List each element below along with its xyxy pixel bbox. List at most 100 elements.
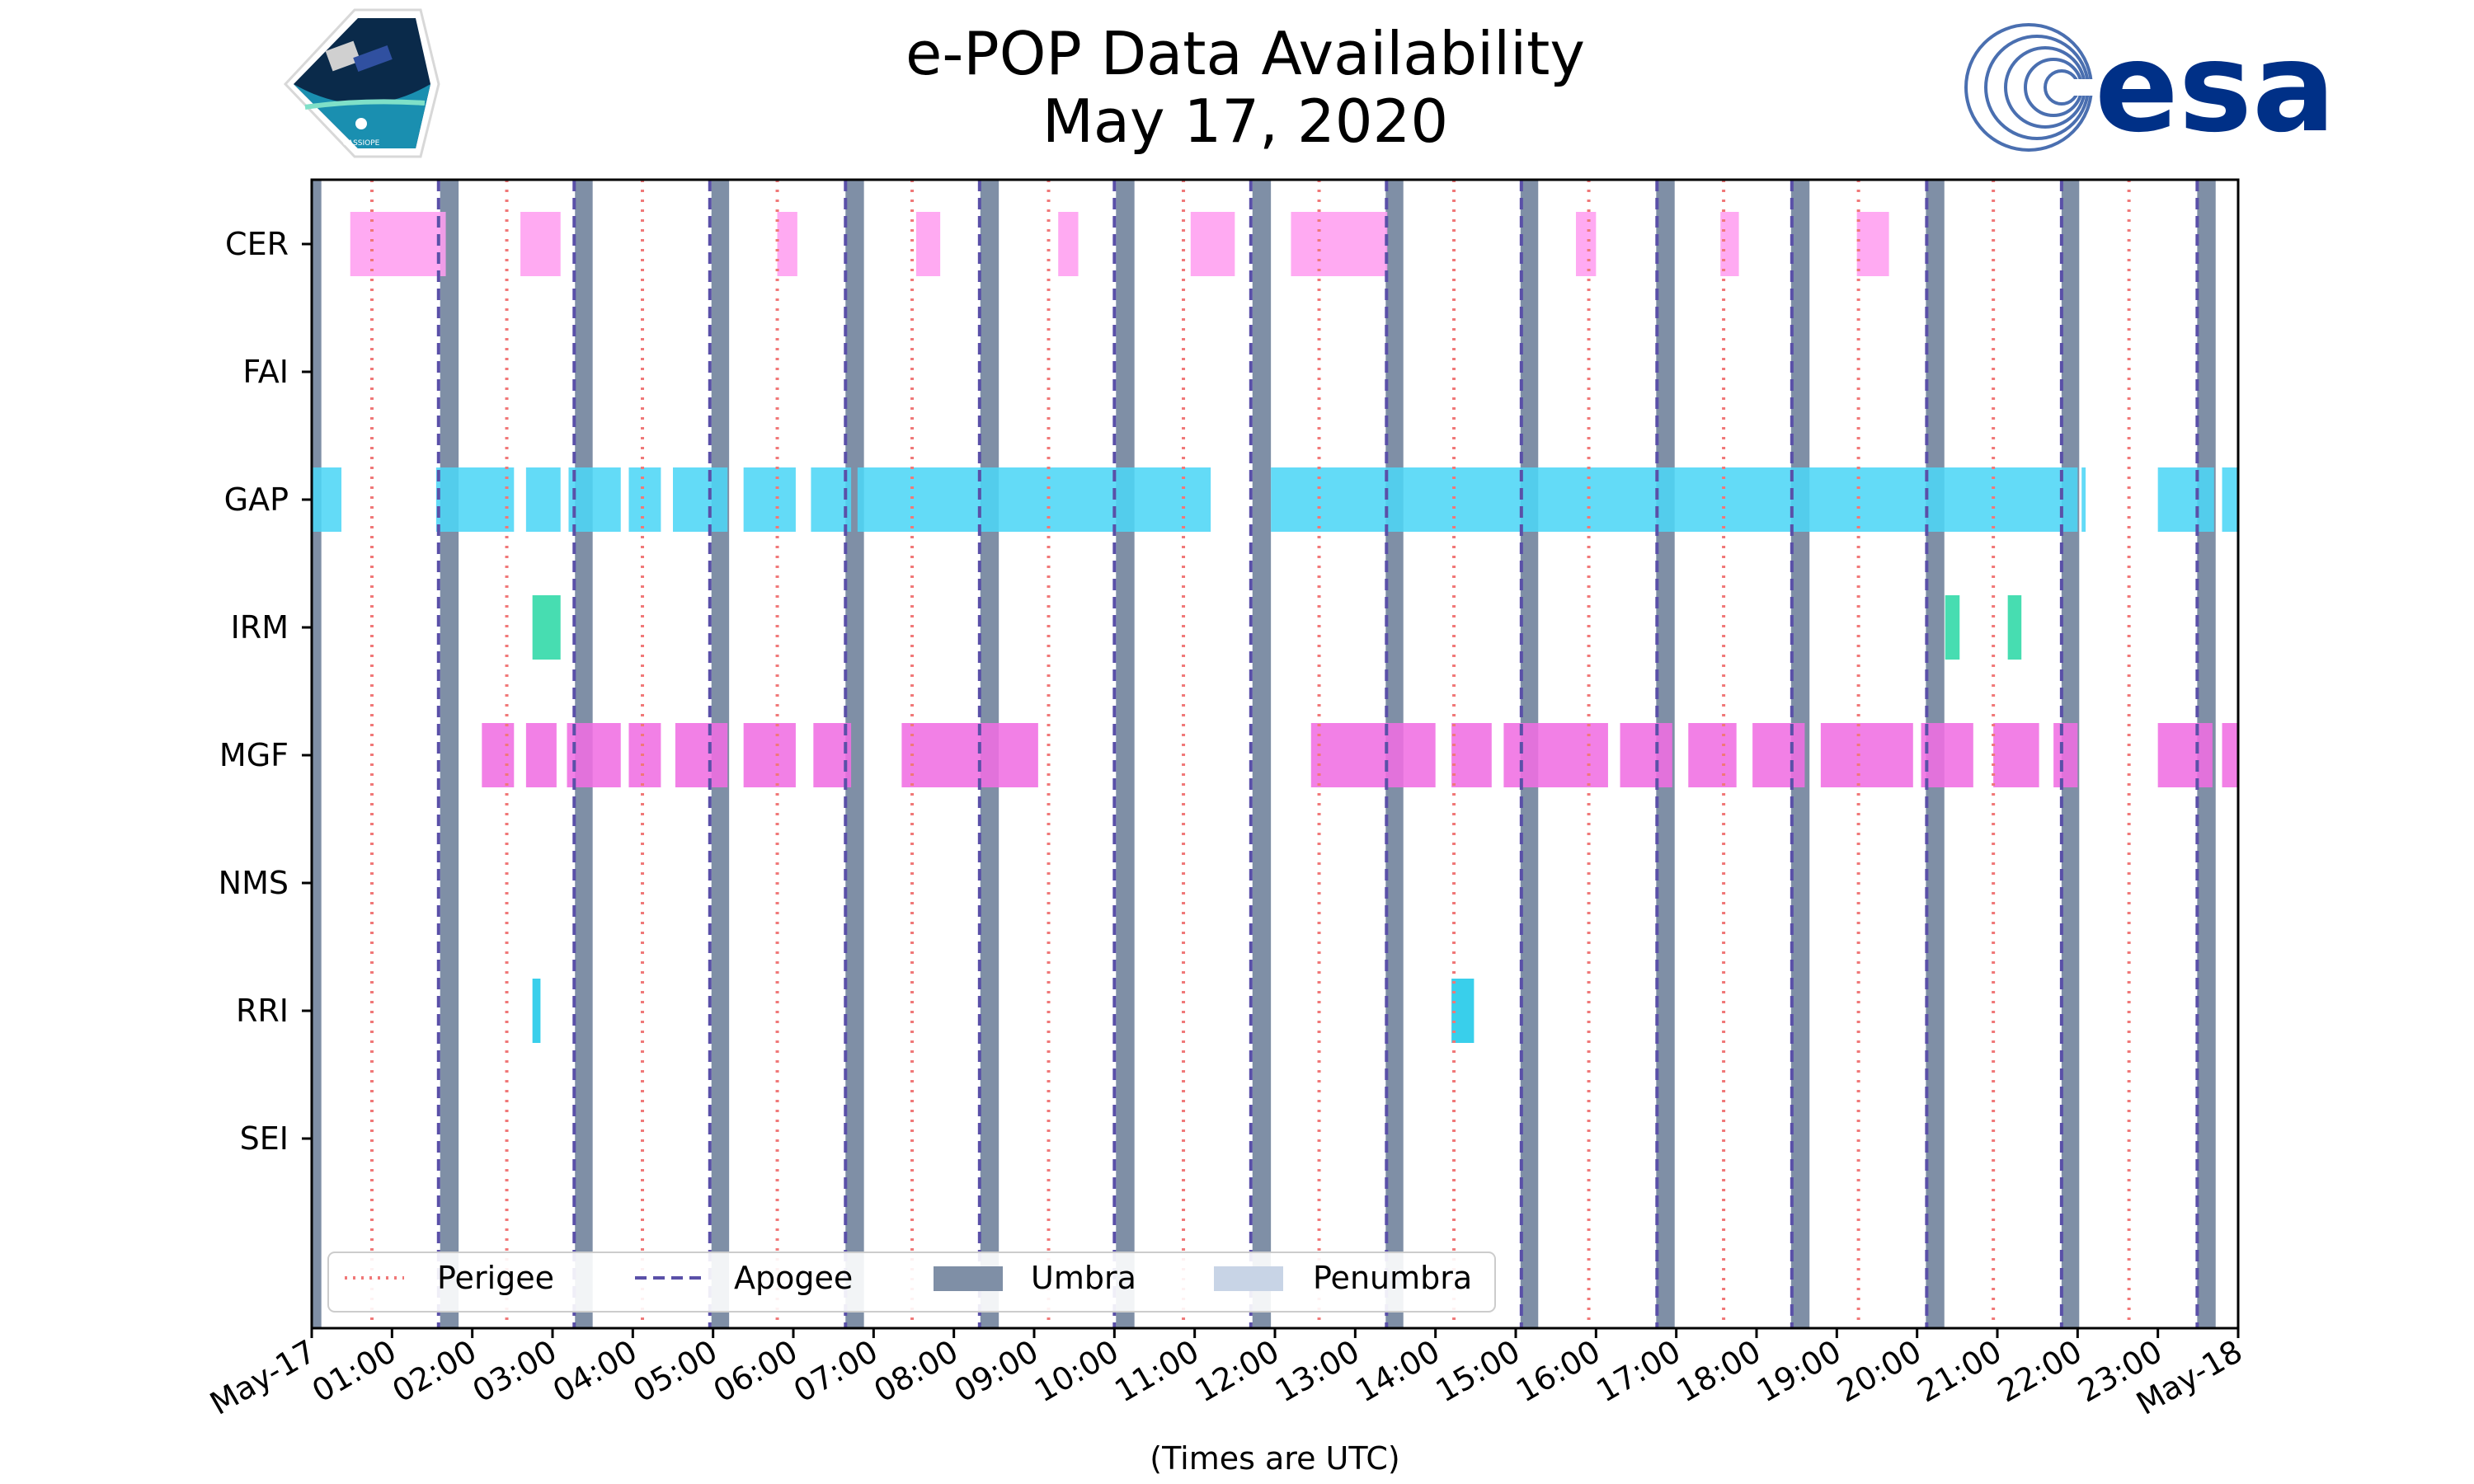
x-axis: May-1701:0002:0003:0004:0005:0006:0007:0…: [204, 1328, 2249, 1422]
legend-frame: [327, 1252, 1496, 1313]
legend: Perigee Apogee Umbra Penumbra: [327, 1252, 1496, 1313]
avail-bar-gap-2: [525, 467, 561, 532]
legend-penumbra-label: Penumbra: [1313, 1260, 1472, 1296]
avail-bar-mgf-8: [1310, 723, 1436, 787]
avail-bar-cer-0: [350, 212, 446, 276]
legend-umbra-label: Umbra: [1031, 1260, 1136, 1296]
chart-title-line-1: e-POP Data Availability: [905, 19, 1585, 88]
x-tick-label-16: 16:00: [1510, 1333, 1606, 1410]
avail-bar-gap-4: [628, 467, 661, 532]
y-tick-label-fai: FAI: [242, 354, 289, 390]
avail-bar-mgf-11: [1620, 723, 1672, 787]
avail-bar-mgf-10: [1503, 723, 1608, 787]
avail-bar-irm-1: [1945, 595, 1960, 660]
umbra-band-6: [1116, 180, 1135, 1328]
avail-bar-mgf-13: [1752, 723, 1805, 787]
avail-bar-mgf-1: [525, 723, 557, 787]
avail-bar-mgf-3: [628, 723, 661, 787]
avail-bar-mgf-19: [2222, 723, 2238, 787]
avail-bar-mgf-16: [1993, 723, 2039, 787]
x-tick-label-2: 02:00: [386, 1333, 482, 1410]
avail-bar-cer-1: [520, 212, 561, 276]
avail-bar-mgf-0: [482, 723, 515, 787]
x-tick-label-12: 12:00: [1189, 1333, 1286, 1410]
x-tick-label-22: 22:00: [1992, 1333, 2088, 1410]
x-tick-label-1: 01:00: [306, 1333, 402, 1410]
avail-bar-gap-5: [673, 467, 728, 532]
x-tick-label-14: 14:00: [1349, 1333, 1446, 1410]
avail-bar-gap-11: [2157, 467, 2214, 532]
y-tick-label-cer: CER: [225, 226, 289, 262]
legend-perigee-label: Perigee: [437, 1260, 554, 1296]
legend-apogee-label: Apogee: [734, 1260, 853, 1296]
y-axis: CER FAI GAP IRM MGF NMS RRI SEI: [219, 226, 312, 1157]
cassiope-logo: CASSIOPE: [283, 8, 440, 158]
x-tick-label-17: 17:00: [1590, 1333, 1686, 1410]
avail-bar-gap-3: [568, 467, 621, 532]
availability-layer: [312, 212, 2238, 1043]
y-tick-label-sei: SEI: [240, 1120, 289, 1157]
x-tick-label-9: 09:00: [948, 1333, 1045, 1410]
y-tick-label-nms: NMS: [219, 865, 289, 901]
umbra-band-4: [845, 180, 864, 1328]
x-tick-label-11: 11:00: [1108, 1333, 1205, 1410]
x-tick-label-10: 10:00: [1028, 1333, 1125, 1410]
avail-bar-gap-1: [435, 467, 515, 532]
x-axis-label: (Times are UTC): [1150, 1440, 1399, 1477]
y-tick-label-rri: RRI: [236, 993, 289, 1029]
esa-logo: esa: [1964, 16, 2335, 160]
avail-bar-cer-2: [777, 212, 797, 276]
esa-logo-text: esa: [2095, 16, 2335, 160]
x-tick-label-7: 07:00: [788, 1333, 884, 1410]
avail-bar-mgf-5: [743, 723, 796, 787]
x-tick-label-18: 18:00: [1671, 1333, 1767, 1410]
avail-bar-irm-2: [2007, 595, 2022, 660]
x-tick-label-21: 21:00: [1912, 1333, 2008, 1410]
x-tick-label-3: 03:00: [467, 1333, 563, 1410]
avail-bar-mgf-18: [2157, 723, 2213, 787]
avail-bar-gap-8: [857, 467, 1211, 532]
avail-bar-mgf-17: [2053, 723, 2078, 787]
avail-bar-cer-6: [1291, 212, 1388, 276]
avail-bar-gap-6: [743, 467, 796, 532]
avail-bar-rri-0: [532, 979, 541, 1043]
avail-bar-cer-7: [1576, 212, 1597, 276]
avail-bar-mgf-9: [1451, 723, 1492, 787]
y-tick-label-mgf: MGF: [219, 737, 289, 773]
x-tick-label-19: 19:00: [1751, 1333, 1847, 1410]
x-tick-label-6: 06:00: [708, 1333, 804, 1410]
avail-bar-cer-5: [1190, 212, 1235, 276]
avail-bar-cer-4: [1058, 212, 1079, 276]
avail-bar-gap-10: [2081, 467, 2086, 532]
y-tick-label-gap: GAP: [224, 481, 289, 518]
plot-area: CER FAI GAP IRM MGF NMS RRI SEI May-1701:0002:0…: [204, 178, 2249, 1422]
x-tick-label-15: 15:00: [1430, 1333, 1526, 1410]
avail-bar-cer-9: [1856, 212, 1889, 276]
orbit-line-layer: [370, 180, 2199, 1328]
y-tick-label-irm: IRM: [231, 609, 289, 646]
legend-penumbra-swatch: [1214, 1266, 1283, 1291]
avail-bar-mgf-15: [1921, 723, 1973, 787]
x-tick-label-13: 13:00: [1269, 1333, 1366, 1410]
legend-umbra-swatch: [934, 1266, 1003, 1291]
x-tick-label-20: 20:00: [1831, 1333, 1927, 1410]
avail-bar-mgf-2: [567, 723, 621, 787]
avail-bar-gap-12: [2222, 467, 2238, 532]
x-tick-label-8: 08:00: [868, 1333, 964, 1410]
avail-bar-mgf-12: [1688, 723, 1737, 787]
x-tick-label-4: 04:00: [547, 1333, 643, 1410]
umbra-band-0: [312, 180, 322, 1328]
avail-bar-mgf-7: [901, 723, 1038, 787]
umbra-band-1: [440, 180, 459, 1328]
x-tick-label-0: May-17: [204, 1333, 322, 1422]
avail-bar-mgf-14: [1820, 723, 1913, 787]
x-tick-label-5: 05:00: [627, 1333, 723, 1410]
umbra-band-7: [1252, 180, 1272, 1328]
avail-bar-gap-9: [1271, 467, 2078, 532]
avail-bar-irm-0: [532, 595, 561, 660]
avail-bar-cer-3: [915, 212, 941, 276]
avail-bar-gap-0: [312, 467, 342, 532]
cassiope-logo-caption: CASSIOPE: [343, 139, 380, 148]
avail-bar-mgf-4: [675, 723, 728, 787]
